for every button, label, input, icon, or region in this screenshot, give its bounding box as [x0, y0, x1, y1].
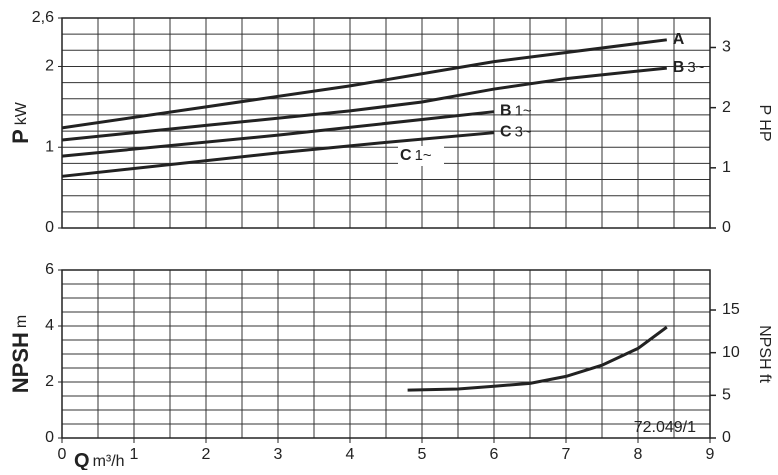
y-tick-label: 1: [45, 138, 54, 155]
plot-frame: [61, 269, 711, 439]
y2-tick-label: 15: [722, 301, 740, 318]
x-tick-label: 5: [418, 446, 427, 463]
y-axis-name: P: [8, 129, 33, 144]
y-tick-label: 6: [45, 261, 54, 278]
x-tick-label: 4: [346, 446, 355, 463]
curve: [61, 110, 495, 158]
curve-suffix: 1~: [515, 103, 532, 120]
y-tick-label: 0: [45, 219, 54, 236]
x-tick-label: 6: [490, 446, 499, 463]
y2-axis-label: NPSH ft: [756, 325, 773, 383]
x-tick-label: 8: [634, 446, 643, 463]
y-tick-label: 2: [45, 58, 54, 75]
curve-label: B 3~: [673, 59, 705, 76]
y2-tick-label: 0: [722, 429, 731, 446]
y2-tick-label: 2: [722, 99, 731, 116]
y-tick-label: 2,6: [32, 9, 54, 26]
curve: [61, 38, 667, 130]
y2-tick-label: 10: [722, 344, 740, 361]
x-axis-unit: m³/h: [93, 453, 125, 470]
annotation-name: C: [400, 147, 412, 164]
curve-label: B 1~: [500, 103, 532, 120]
annotation-bg: [398, 146, 444, 166]
curve-label: C 3~: [500, 124, 532, 141]
y-axis-label: NPSH m: [8, 315, 33, 393]
curve-name: C: [500, 124, 512, 141]
y-tick-label: 2: [45, 373, 54, 390]
curve-name: B: [500, 103, 512, 120]
curve-suffix: 3~: [687, 59, 704, 76]
x-tick-label: 7: [562, 446, 571, 463]
y-axis-unit: kW: [13, 101, 30, 125]
x-tick-label: 1: [130, 446, 139, 463]
x-tick-label: 2: [202, 446, 211, 463]
x-axis-name: Q: [74, 450, 90, 470]
y2-axis-label: P HP: [756, 104, 773, 141]
curve: [61, 66, 667, 142]
annotation: C 1~: [400, 147, 432, 164]
plot-frame: [61, 17, 711, 229]
y2-tick-label: 1: [722, 159, 731, 176]
curve: [61, 131, 495, 178]
annotation-suffix: 1~: [415, 147, 432, 164]
y2-tick-label: 3: [722, 39, 731, 56]
y-axis-label: PkW: [8, 101, 33, 144]
x-tick-label: 0: [58, 446, 67, 463]
curve-name: A: [673, 31, 685, 48]
x-tick-label: 3: [274, 446, 283, 463]
figure-code: 72.049/1: [634, 419, 696, 436]
y-tick-label: 0: [45, 429, 54, 446]
curve: [407, 325, 668, 392]
x-tick-label: 9: [706, 446, 715, 463]
y-axis-unit: m: [13, 315, 30, 328]
y2-tick-label: 0: [722, 219, 731, 236]
y-axis-name: NPSH: [8, 332, 33, 393]
curve-suffix: 3~: [515, 124, 532, 141]
y2-tick-label: 5: [722, 387, 731, 404]
y-tick-label: 4: [45, 317, 54, 334]
curve-name: B: [673, 59, 685, 76]
curve-label: A: [673, 31, 685, 48]
